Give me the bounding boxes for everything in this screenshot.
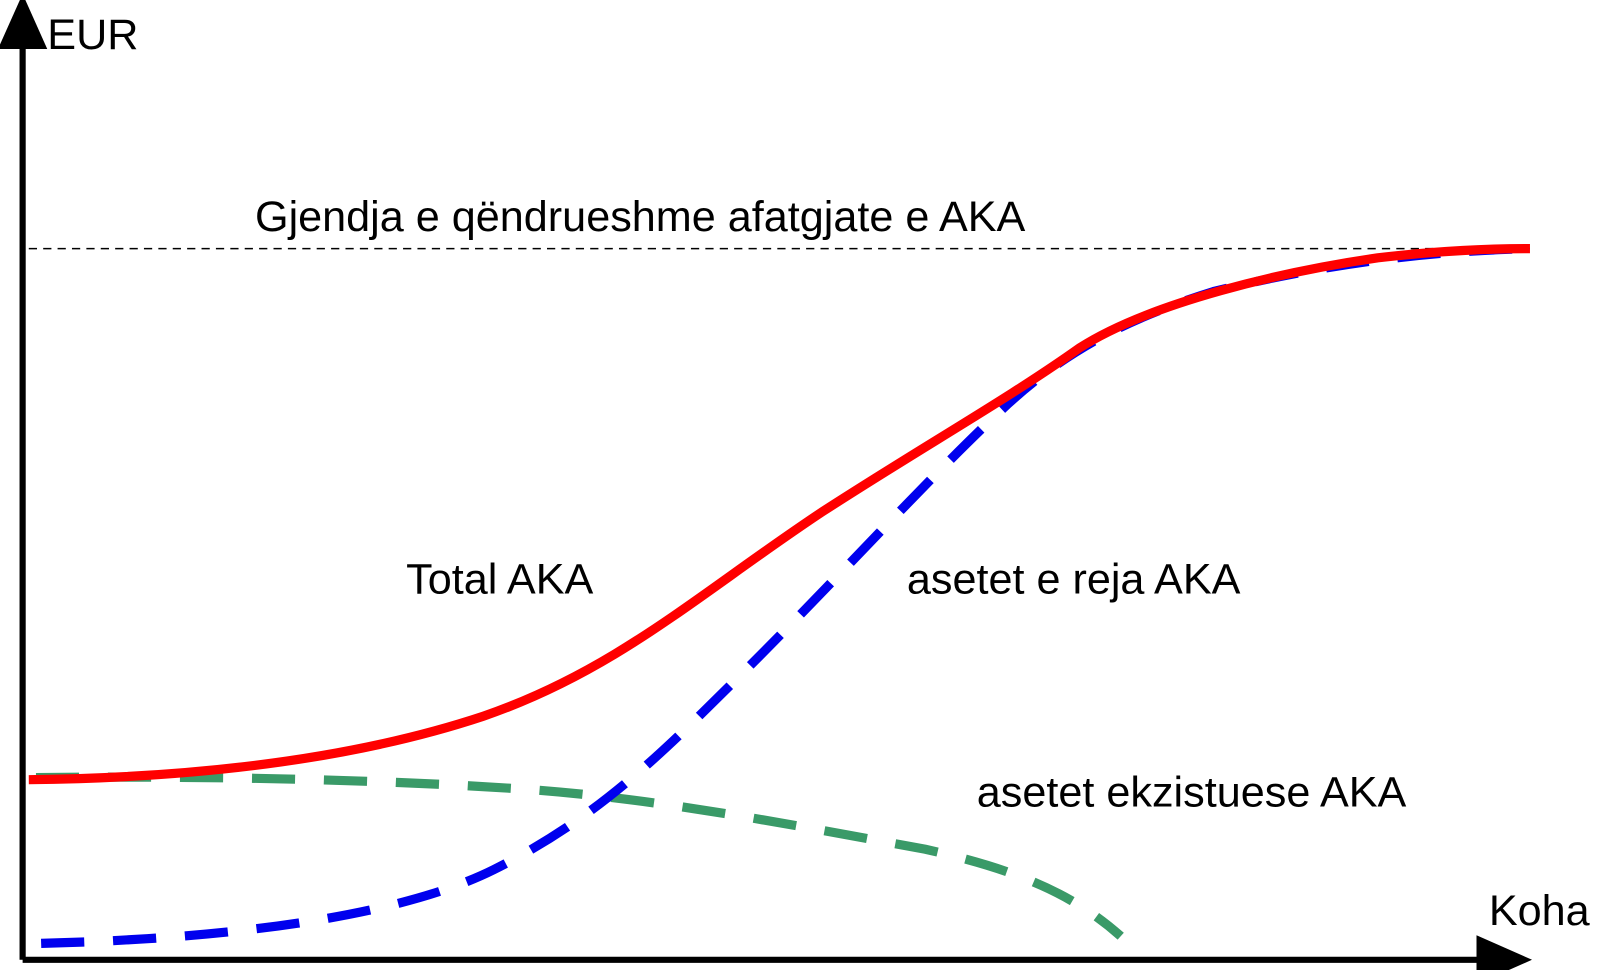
curve-label: asetet ekzistuese AKA	[977, 768, 1407, 816]
curve-label: Total AKA	[406, 556, 593, 604]
total-curve	[28, 244, 1530, 785]
reference-label: Gjendja e qëndrueshme afatgjate e AKA	[255, 193, 1026, 241]
curve-label: asetet e reja AKA	[907, 556, 1241, 604]
existing-assets-curve	[35, 772, 1124, 940]
new-assets-curve	[41, 244, 1531, 948]
y-axis-label: EUR	[47, 11, 138, 59]
x-axis-label: Koha	[1489, 887, 1590, 935]
